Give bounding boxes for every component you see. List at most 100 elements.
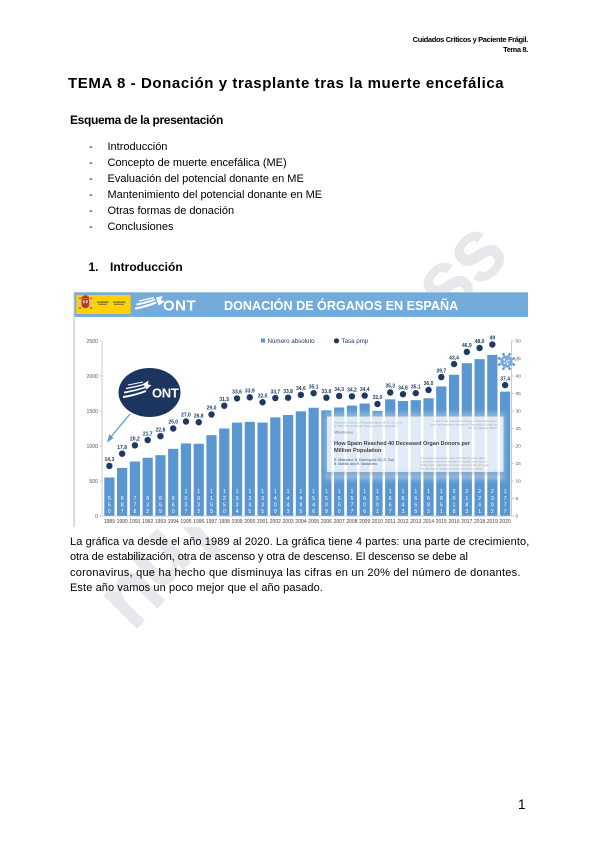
- svg-text:5: 5: [312, 496, 315, 502]
- svg-text:4: 4: [236, 509, 239, 515]
- svg-text:1993: 1993: [155, 519, 166, 525]
- svg-text:0: 0: [491, 502, 494, 508]
- svg-text:30: 30: [516, 409, 522, 415]
- svg-text:20,2: 20,2: [130, 437, 140, 443]
- svg-text:2020: 2020: [500, 519, 511, 525]
- svg-text:34,6: 34,6: [296, 386, 306, 392]
- svg-text:1: 1: [299, 489, 302, 495]
- svg-text:3: 3: [185, 502, 188, 508]
- svg-text:5: 5: [338, 502, 341, 508]
- svg-text:3: 3: [261, 496, 264, 502]
- svg-text:29,0: 29,0: [207, 406, 217, 412]
- svg-text:0: 0: [197, 496, 200, 502]
- svg-text:35,3: 35,3: [385, 384, 395, 390]
- svg-text:6: 6: [172, 502, 175, 508]
- svg-text:8: 8: [121, 502, 124, 508]
- svg-text:2000: 2000: [86, 374, 98, 380]
- svg-text:3: 3: [402, 509, 405, 515]
- svg-text:1: 1: [338, 489, 341, 495]
- svg-text:1: 1: [261, 489, 264, 495]
- svg-text:43,4: 43,4: [449, 355, 459, 361]
- svg-text:2: 2: [478, 489, 481, 495]
- svg-text:Million Population: Million Population: [334, 448, 382, 454]
- svg-text:4: 4: [287, 496, 290, 502]
- svg-text:1: 1: [376, 489, 379, 495]
- svg-text:2: 2: [427, 509, 430, 515]
- svg-text:2002: 2002: [270, 519, 281, 525]
- svg-text:2: 2: [491, 509, 494, 515]
- svg-text:5: 5: [210, 502, 213, 508]
- svg-text:the deceased donation system a: the deceased donation system and its evo…: [420, 467, 484, 471]
- svg-text:1998: 1998: [219, 519, 230, 525]
- svg-text:2: 2: [146, 509, 149, 515]
- svg-text:6: 6: [159, 502, 162, 508]
- svg-text:7: 7: [350, 502, 353, 508]
- svg-text:25,0: 25,0: [168, 420, 178, 426]
- svg-text:33,9: 33,9: [245, 389, 255, 395]
- svg-text:ONT: ONT: [163, 297, 196, 314]
- svg-text:0: 0: [363, 502, 366, 508]
- svg-text:1: 1: [210, 489, 213, 495]
- svg-text:6: 6: [389, 496, 392, 502]
- svg-text:1997: 1997: [206, 519, 217, 525]
- svg-text:2: 2: [491, 489, 494, 495]
- svg-text:10: 10: [516, 479, 522, 485]
- svg-text:37,4: 37,4: [500, 376, 510, 382]
- svg-text:2001: 2001: [257, 519, 268, 525]
- svg-text:0: 0: [172, 509, 175, 515]
- svg-text:5: 5: [261, 509, 264, 515]
- svg-text:3: 3: [491, 496, 494, 502]
- svg-text:4: 4: [274, 496, 277, 502]
- svg-text:2015: 2015: [436, 519, 447, 525]
- svg-text:20: 20: [516, 444, 522, 450]
- svg-text:5: 5: [108, 496, 111, 502]
- svg-text:9: 9: [299, 502, 302, 508]
- svg-text:1992: 1992: [142, 519, 153, 525]
- svg-text:14,3: 14,3: [105, 457, 115, 463]
- svg-text:0: 0: [108, 509, 111, 515]
- svg-text:34,8: 34,8: [398, 385, 408, 391]
- svg-text:1996: 1996: [193, 519, 204, 525]
- svg-text:22,8: 22,8: [156, 427, 166, 433]
- svg-text:4: 4: [478, 502, 481, 508]
- svg-text:0: 0: [376, 502, 379, 508]
- svg-text:6: 6: [402, 496, 405, 502]
- svg-text:© 2017 The American Society of: © 2017 The American Society of Transplan…: [433, 419, 498, 423]
- svg-text:31,5: 31,5: [219, 397, 229, 403]
- svg-text:6: 6: [427, 496, 430, 502]
- svg-text:7: 7: [133, 502, 136, 508]
- svg-text:1: 1: [465, 496, 468, 502]
- svg-text:8: 8: [146, 496, 149, 502]
- svg-text:R. Matesanz, B. Domínguez-Gil,: R. Matesanz, B. Domínguez-Gil, E. Coll,: [334, 458, 395, 462]
- svg-text:1: 1: [363, 489, 366, 495]
- svg-text:25: 25: [516, 426, 522, 432]
- svg-text:2: 2: [453, 489, 456, 495]
- svg-text:0: 0: [453, 496, 456, 502]
- svg-text:1: 1: [440, 509, 443, 515]
- svg-text:6: 6: [312, 509, 315, 515]
- svg-text:5: 5: [376, 496, 379, 502]
- svg-text:48,0: 48,0: [475, 339, 485, 345]
- svg-text:1: 1: [312, 489, 315, 495]
- svg-text:2010: 2010: [372, 519, 383, 525]
- svg-text:9: 9: [159, 509, 162, 515]
- svg-text:5: 5: [338, 496, 341, 502]
- svg-text:B. Mahíllo and R. Marazuela: B. Mahíllo and R. Marazuela: [334, 462, 377, 466]
- svg-text:1: 1: [236, 489, 239, 495]
- svg-text:7: 7: [121, 509, 124, 515]
- svg-text:33,7: 33,7: [270, 389, 280, 395]
- svg-text:1: 1: [287, 489, 290, 495]
- svg-text:American Journal of Transplant: American Journal of Transplantation 2017…: [334, 421, 402, 425]
- svg-text:4: 4: [248, 502, 251, 508]
- svg-text:1995: 1995: [180, 519, 191, 525]
- svg-text:1500: 1500: [86, 409, 98, 415]
- svg-text:5: 5: [210, 509, 213, 515]
- svg-text:49: 49: [490, 336, 496, 342]
- svg-text:2017: 2017: [461, 519, 472, 525]
- svg-text:32,5: 32,5: [258, 393, 268, 399]
- svg-text:34,4: 34,4: [360, 387, 370, 393]
- svg-text:32,0: 32,0: [373, 395, 383, 401]
- svg-text:2: 2: [376, 509, 379, 515]
- svg-text:0: 0: [338, 509, 341, 515]
- svg-text:1991: 1991: [129, 519, 140, 525]
